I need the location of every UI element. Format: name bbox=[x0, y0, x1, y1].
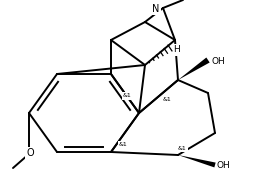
Polygon shape bbox=[177, 155, 215, 167]
Text: OH: OH bbox=[211, 58, 225, 67]
Polygon shape bbox=[177, 58, 209, 80]
Text: &1: &1 bbox=[122, 93, 131, 98]
Text: N: N bbox=[152, 4, 159, 14]
Text: O: O bbox=[26, 148, 34, 158]
Text: &1: &1 bbox=[119, 142, 127, 147]
Text: &1: &1 bbox=[177, 146, 186, 151]
Text: H: H bbox=[173, 46, 180, 54]
Text: OH: OH bbox=[216, 161, 230, 169]
Text: &1: &1 bbox=[162, 97, 171, 102]
